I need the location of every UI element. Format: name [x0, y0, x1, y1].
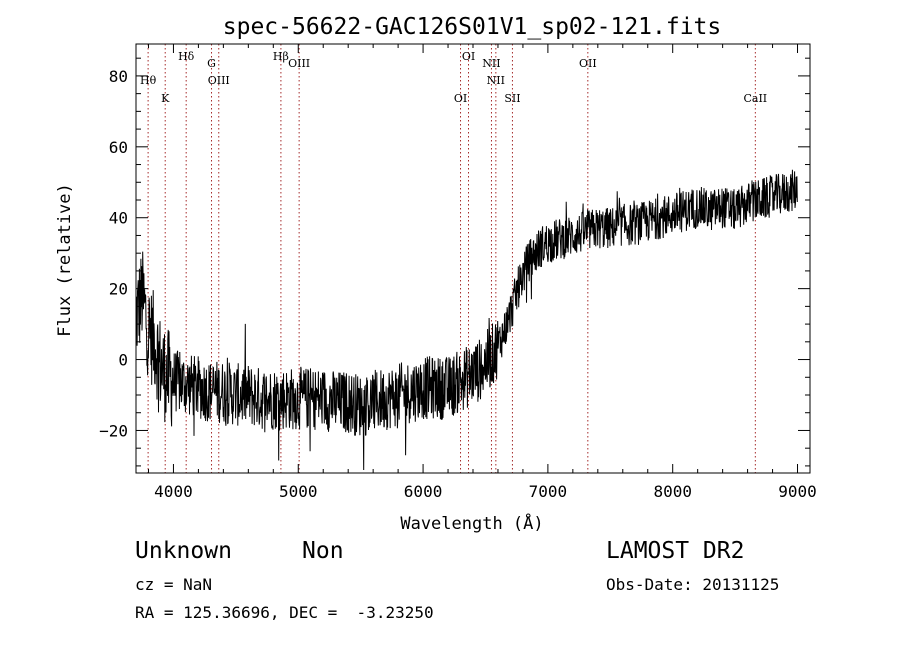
spectral-line-label: OI: [454, 92, 467, 105]
class-label: Unknown: [135, 538, 232, 564]
spectral-line-label: OIII: [208, 74, 230, 87]
spectral-line-label: SII: [504, 92, 520, 105]
y-tick-label: 20: [109, 280, 128, 299]
y-tick-label: 40: [109, 209, 128, 228]
spectral-line-label: OII: [579, 57, 597, 70]
spectral-line-label: OIII: [288, 57, 310, 70]
radec-text: RA = 125.36696, DEC = -3.23250: [135, 603, 434, 622]
y-tick-label: 60: [109, 138, 128, 157]
spectrum-series: [135, 169, 798, 471]
y-axis-label: Flux (relative): [55, 183, 75, 337]
obs-date-text: Obs-Date: 20131125: [606, 575, 780, 594]
spectral-line-label: NII: [482, 57, 500, 70]
chart-title: spec-56622-GAC126S01V1_sp02-121.fits: [223, 14, 722, 40]
x-axis-label: Wavelength (Å): [400, 512, 543, 534]
x-tick-label: 7000: [529, 482, 568, 501]
subclass-label: Non: [302, 538, 344, 564]
x-tick-label: 8000: [653, 482, 692, 501]
x-tick-label: 5000: [279, 482, 318, 501]
x-tick-label: 6000: [404, 482, 443, 501]
spectral-line-label: Hδ: [178, 50, 195, 63]
spectral-line-label: CaII: [743, 92, 767, 105]
axes-layer: 4000 5000 6000 7000 8000 9000 −20 0 20 40 60 80: [99, 44, 817, 501]
x-tick-label: 9000: [778, 482, 817, 501]
x-tick-label: 4000: [154, 482, 193, 501]
y-tick-label: −20: [99, 421, 128, 440]
spectral-line-label: Hβ: [273, 50, 289, 63]
y-tick-label: 0: [118, 351, 128, 370]
y-tick-label: 80: [109, 67, 128, 86]
spectral-line-label: G: [207, 57, 216, 70]
plot-frame: [135, 43, 811, 474]
spectral-line-label: NII: [487, 74, 505, 87]
spectrum-layer: [135, 169, 798, 471]
spectral-line-label: K: [161, 92, 170, 105]
spectral-line-label: OI: [462, 50, 475, 63]
survey-label: LAMOST DR2: [606, 538, 745, 564]
spectral-line-label: Hθ: [140, 74, 157, 87]
cz-text: cz = NaN: [135, 575, 213, 594]
